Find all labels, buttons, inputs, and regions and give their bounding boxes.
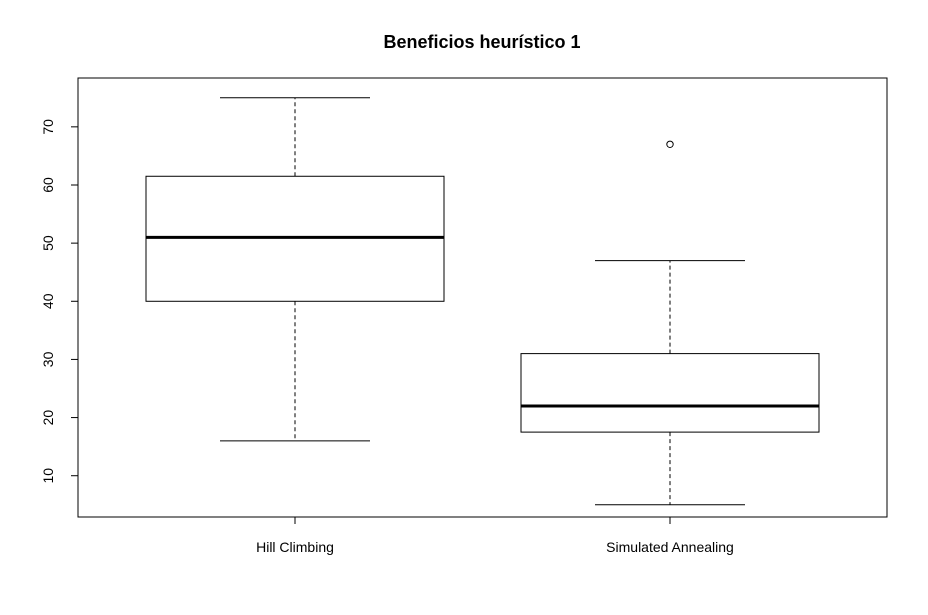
box-simulated-annealing [520, 140, 820, 506]
y-tick-label: 50 [40, 235, 56, 251]
x-tick-label: Hill Climbing [256, 539, 334, 555]
y-tick-label: 30 [40, 351, 56, 367]
y-tick-label: 20 [40, 410, 56, 426]
y-tick-label: 10 [40, 468, 56, 484]
box-hill-climbing [145, 97, 445, 442]
y-axis: 10 20 30 40 50 60 70 [40, 119, 79, 484]
iqr-box [520, 353, 820, 433]
y-tick-label: 40 [40, 293, 56, 309]
x-axis: Hill Climbing Simulated Annealing [256, 517, 734, 555]
y-tick-label: 60 [40, 177, 56, 193]
y-tick-label: 70 [40, 119, 56, 135]
boxes-group [145, 97, 820, 506]
x-tick-label: Simulated Annealing [606, 539, 734, 555]
chart-title: Beneficios heurístico 1 [383, 32, 580, 52]
outlier-point [666, 140, 674, 148]
